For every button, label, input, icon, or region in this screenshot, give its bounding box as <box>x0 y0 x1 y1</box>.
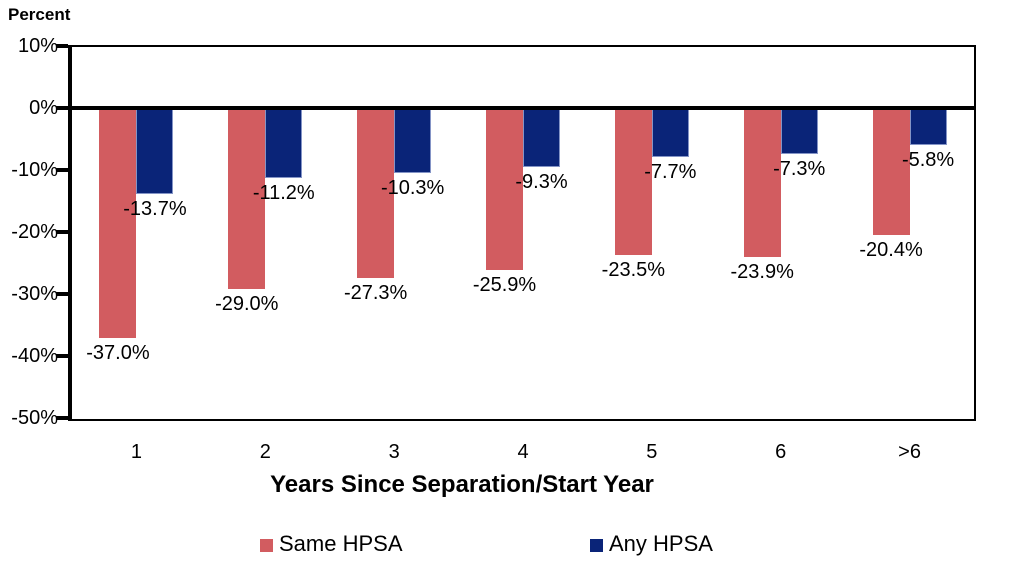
bar-same-hpsa <box>99 109 137 339</box>
y-axis-tick <box>56 168 68 172</box>
bar-value-label: -13.7% <box>123 197 187 220</box>
y-axis-tick-label: -40% <box>11 345 58 367</box>
bar-value-label: -10.3% <box>380 176 445 199</box>
bar-value-label: -37.0% <box>86 342 150 365</box>
legend-label: Any HPSA <box>609 531 713 556</box>
bar-same-hpsa <box>614 109 652 255</box>
zero-baseline <box>68 106 974 110</box>
bar-value-label: -7.7% <box>644 160 697 183</box>
y-axis-tick-label: -50% <box>11 407 58 429</box>
x-axis-category-label: 6 <box>775 441 787 463</box>
bar-any-hpsa <box>523 109 560 167</box>
bar-value-label: -23.5% <box>601 258 666 281</box>
y-axis-tick-label: -30% <box>11 283 58 305</box>
legend-item-same-hpsa: Same HPSA <box>260 531 403 557</box>
plot-area: 10% 0% -10% -20% -30% -40% -50% -37.0% -13.7% -29… <box>11 35 976 429</box>
bar-value-label: -5.8% <box>901 148 955 171</box>
bar-value-label: -27.3% <box>343 282 408 305</box>
legend-swatch-icon <box>590 538 603 552</box>
bar-same-hpsa <box>872 109 910 236</box>
bar-value-label: -9.3% <box>515 170 568 193</box>
x-axis-category-label: 4 <box>517 441 529 463</box>
bar-same-hpsa <box>486 109 523 270</box>
x-axis-category-label: >6 <box>898 441 921 463</box>
legend-swatch-icon <box>260 538 273 552</box>
y-axis-tick <box>56 230 68 234</box>
bar-value-label: -23.9% <box>730 261 794 284</box>
legend-item-any-hpsa: Any HPSA <box>590 531 713 557</box>
bar-value-label: -7.3% <box>773 158 826 181</box>
bar-value-label: -11.2% <box>252 182 315 205</box>
bar-same-hpsa <box>228 109 266 289</box>
y-axis-tick-label: -20% <box>11 221 58 243</box>
bar-any-hpsa <box>780 109 818 155</box>
y-axis-tick-label: 0% <box>29 97 58 119</box>
bar-same-hpsa <box>357 109 395 279</box>
bar-any-hpsa <box>265 109 303 179</box>
y-axis-tick <box>56 106 68 110</box>
x-axis-category-label: 3 <box>388 441 400 463</box>
bar-any-hpsa <box>909 109 947 145</box>
x-axis-category-label: 1 <box>130 441 142 463</box>
y-axis-tick-label: 10% <box>17 35 58 57</box>
bar-same-hpsa <box>743 109 781 258</box>
x-axis-category-label: 2 <box>259 441 271 463</box>
bar-value-label: -20.4% <box>859 239 923 262</box>
bar-any-hpsa <box>394 109 432 173</box>
x-axis-category-label: 5 <box>646 441 658 463</box>
bar-value-label: -25.9% <box>472 273 537 296</box>
y-axis-tick <box>56 44 68 48</box>
legend-label: Same HPSA <box>279 531 403 556</box>
y-axis-tick-label: -10% <box>11 159 58 181</box>
bar-value-label: -29.0% <box>215 292 279 315</box>
y-axis-title: Percent <box>8 5 71 24</box>
x-axis-title: Years Since Separation/Start Year <box>270 471 654 498</box>
bar-any-hpsa <box>651 109 689 157</box>
bar-any-hpsa <box>136 109 174 194</box>
y-axis-tick <box>56 416 68 420</box>
y-axis-tick <box>56 354 68 358</box>
y-axis-tick <box>56 292 68 296</box>
